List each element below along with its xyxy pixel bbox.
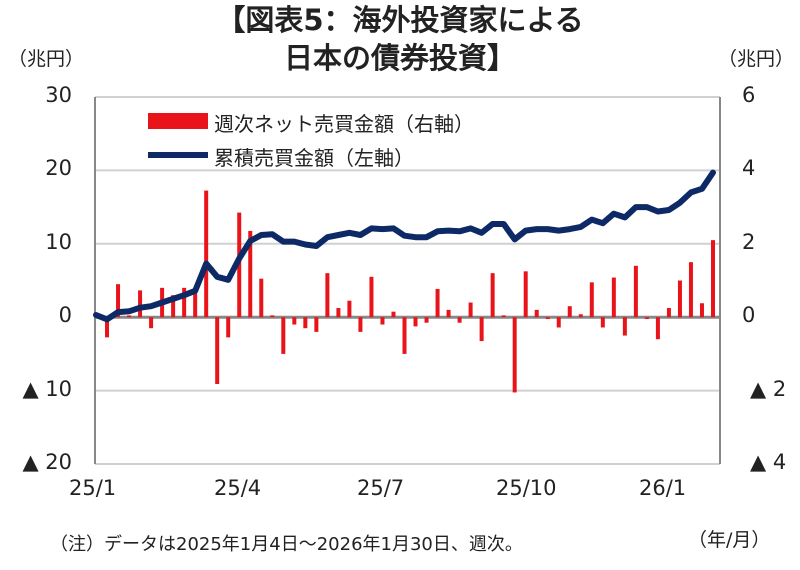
weekly-net-bar <box>127 315 132 318</box>
weekly-net-bar <box>655 317 660 340</box>
weekly-net-bar <box>369 276 374 318</box>
weekly-net-bar <box>259 278 264 318</box>
weekly-net-bar <box>600 317 605 328</box>
weekly-net-bar <box>424 317 429 323</box>
weekly-net-bar <box>149 317 154 329</box>
left-tick-label: ▲ 20 <box>22 450 72 474</box>
weekly-net-bar <box>314 317 319 332</box>
legend-label-bar: 週次ネット売買金額（右軸） <box>214 112 474 136</box>
weekly-net-bar <box>292 317 297 325</box>
weekly-net-bar <box>545 317 550 320</box>
weekly-net-bar <box>501 315 506 318</box>
chart-title-line2: 日本の債券投資】 <box>283 41 516 75</box>
x-axis-unit: （年/月） <box>688 529 771 551</box>
weekly-net-bar <box>633 265 638 318</box>
left-tick-label: 0 <box>58 303 72 328</box>
weekly-net-bar <box>611 277 616 318</box>
weekly-net-bar <box>435 288 440 318</box>
weekly-net-bar <box>325 273 330 318</box>
weekly-net-bar <box>204 190 209 318</box>
weekly-net-bar <box>556 317 561 328</box>
chart-title-line1: 【図表5：海外投資家による <box>216 3 584 37</box>
x-tick-label: 25/1 <box>69 476 117 500</box>
weekly-net-bar <box>380 317 385 325</box>
left-tick-label: 20 <box>45 156 72 181</box>
weekly-net-bar <box>468 302 473 318</box>
weekly-net-bar <box>567 306 572 318</box>
weekly-net-bar <box>391 311 396 318</box>
weekly-net-bar <box>171 295 176 318</box>
right-tick-label: 0 <box>742 303 756 328</box>
x-tick-label: 25/7 <box>357 476 405 500</box>
left-tick-label: 10 <box>45 229 72 254</box>
right-tick-label: 4 <box>742 156 756 181</box>
weekly-net-bar <box>512 317 517 393</box>
weekly-net-bar <box>479 317 484 342</box>
weekly-net-bar <box>193 289 198 318</box>
weekly-net-bar <box>402 317 407 354</box>
weekly-net-bar <box>303 317 308 329</box>
weekly-net-bar <box>270 315 275 318</box>
footnote: （注）データは2025年1月4日～2026年1月30日、週次。 <box>50 534 523 555</box>
weekly-net-bar <box>105 317 110 338</box>
weekly-net-bar <box>677 280 682 318</box>
left-axis-unit: （兆円） <box>8 48 85 70</box>
weekly-net-bar <box>116 284 121 318</box>
cumulative-line <box>93 169 716 323</box>
right-tick-label: ▲ 4 <box>750 450 787 474</box>
weekly-net-bar <box>523 271 528 318</box>
legend-bar-swatch <box>148 113 208 129</box>
weekly-net-bar <box>578 314 583 318</box>
weekly-net-bar <box>688 262 693 318</box>
weekly-net-bar <box>589 282 594 318</box>
weekly-net-bar <box>281 317 286 354</box>
weekly-net-bar <box>644 317 649 320</box>
right-axis-unit: （兆円） <box>718 48 795 70</box>
right-tick-label: 6 <box>742 83 756 107</box>
weekly-net-bar <box>336 308 341 318</box>
weekly-net-bar <box>182 287 187 318</box>
weekly-net-bar <box>666 308 671 318</box>
x-tick-label: 26/1 <box>639 476 687 500</box>
x-tick-label: 25/10 <box>496 476 557 500</box>
weekly-net-bar <box>138 290 143 318</box>
weekly-net-bar <box>446 309 451 318</box>
legend <box>148 113 208 158</box>
legend-label-line: 累積売買金額（左軸） <box>214 146 414 170</box>
weekly-net-bar <box>534 309 539 318</box>
weekly-net-bar <box>347 300 352 318</box>
left-tick-label: ▲ 10 <box>22 376 72 401</box>
x-tick-label: 25/4 <box>214 476 262 500</box>
weekly-net-bar <box>699 303 704 318</box>
weekly-net-bar <box>215 317 220 384</box>
right-tick-label: 2 <box>742 229 756 254</box>
left-tick-label: 30 <box>45 83 72 107</box>
weekly-net-bar <box>358 317 363 332</box>
weekly-net-bar <box>622 317 627 336</box>
weekly-net-bar <box>413 317 418 327</box>
weekly-net-bar <box>711 240 715 318</box>
weekly-net-bar <box>226 317 231 338</box>
right-tick-label: ▲ 2 <box>750 376 787 401</box>
weekly-net-bar <box>248 230 253 318</box>
weekly-net-bar <box>490 273 495 318</box>
weekly-net-bar <box>457 317 462 323</box>
